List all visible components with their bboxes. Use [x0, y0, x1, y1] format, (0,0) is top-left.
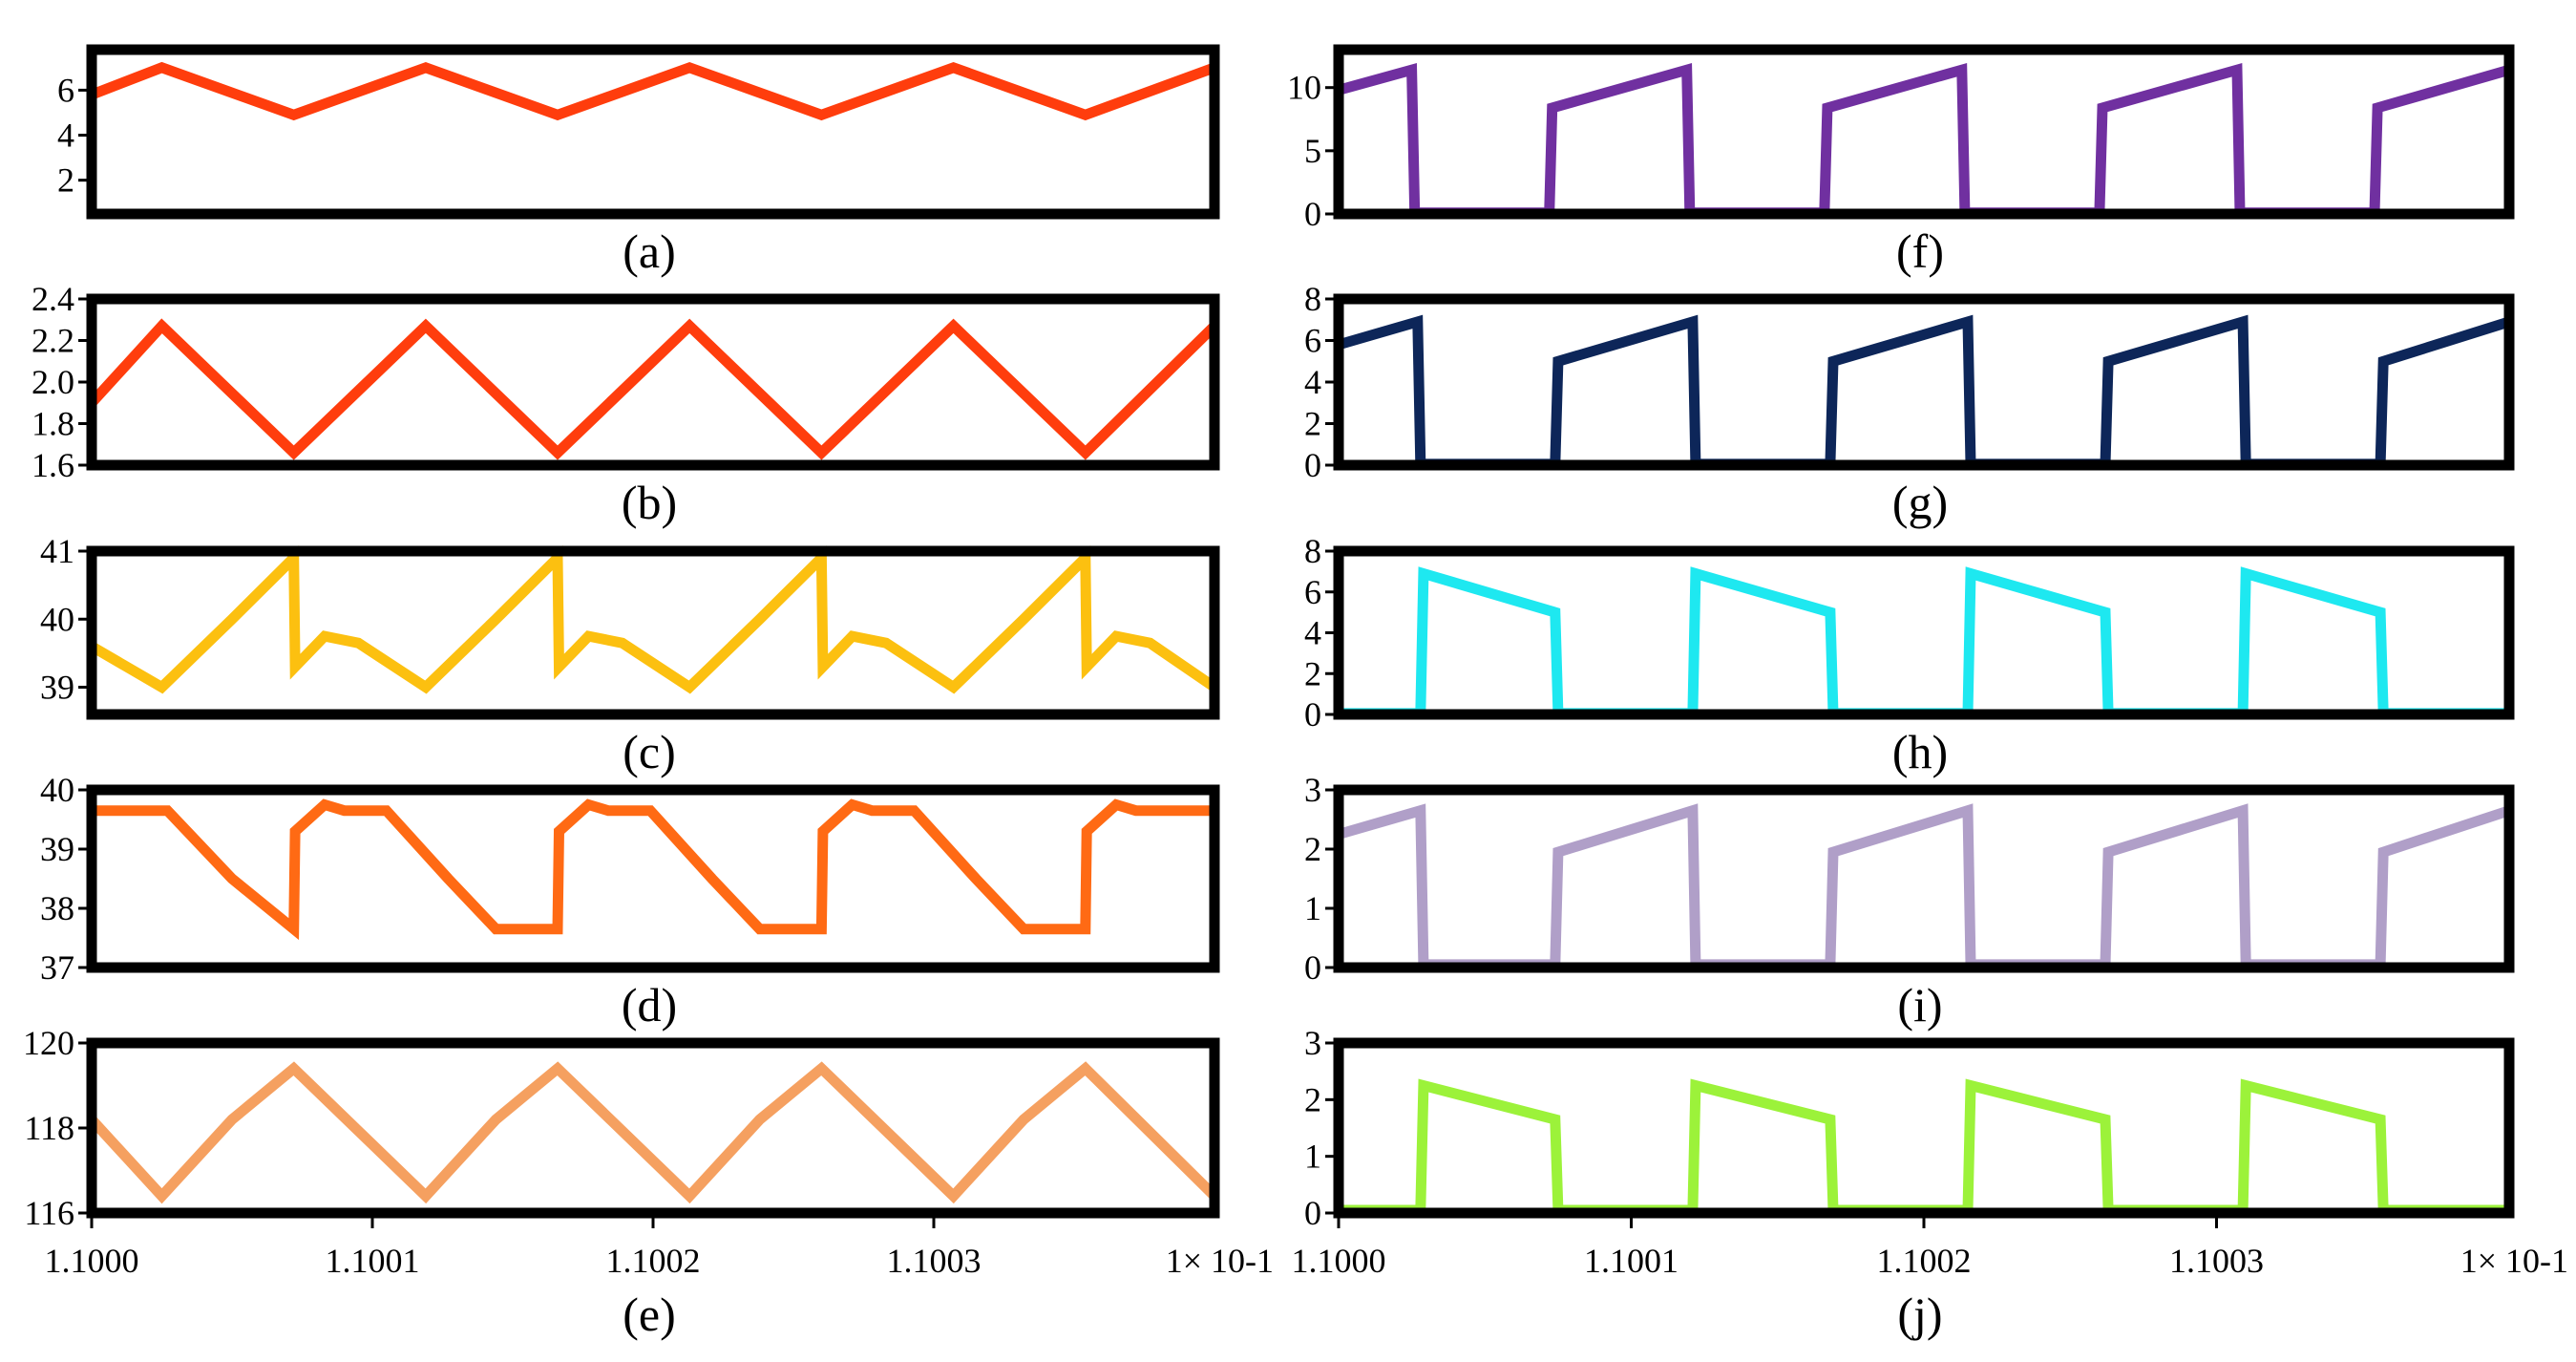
- series-line-b: [87, 318, 1218, 460]
- x-tick-label: 1.1001: [1584, 1242, 1679, 1280]
- y-tick-label: 41: [40, 532, 74, 570]
- series-line-i: [1337, 803, 2511, 970]
- panel-j: 0 1 2 3 1.1000 1.1001 1.1002 1.1003 1× 10-1 (j): [1292, 1024, 2569, 1341]
- panel-caption-a: (a): [623, 224, 676, 278]
- y-tick-label: 1: [1304, 889, 1321, 927]
- y-tick-label: 3: [1304, 771, 1321, 809]
- y-tick-label: 8: [1304, 280, 1321, 318]
- series-line-a: [90, 61, 1216, 121]
- x-tick-label: 1.1000: [1292, 1242, 1386, 1280]
- panel-b: 1.61.8 2.02.2 2.4 (b): [32, 280, 1220, 529]
- y-tick-label: 5: [1304, 132, 1321, 170]
- panel-caption-b: (b): [622, 476, 677, 529]
- panel-caption-j: (j): [1897, 1288, 1942, 1341]
- panel-c: 39 40 41 (c): [40, 532, 1220, 778]
- y-tick-label: 116: [24, 1194, 74, 1232]
- panel-i: 0 1 2 3 (i): [1304, 771, 2515, 1032]
- y-tick-label: 8: [1304, 532, 1321, 570]
- y-tick-label: 39: [40, 830, 74, 868]
- y-tick-label: 40: [40, 600, 74, 638]
- series-line-g: [1337, 314, 2511, 470]
- y-tick-label: 3: [1304, 1024, 1321, 1062]
- plot-frame-d: [86, 784, 1220, 973]
- x-unit-label: 1× 10-1: [2460, 1242, 2568, 1280]
- x-tick-label: 1.1002: [606, 1242, 701, 1280]
- y-tick-label: 0: [1304, 446, 1321, 484]
- series-line-d: [92, 798, 1214, 941]
- y-tick-label: 4: [57, 117, 74, 155]
- panel-caption-e: (e): [623, 1288, 676, 1341]
- series-line-j: [1339, 1078, 2509, 1216]
- y-tick-label: 2.4: [32, 280, 74, 318]
- panel-g: 02 46 8 (g): [1304, 280, 2515, 529]
- x-tick-label: 1.1001: [326, 1242, 420, 1280]
- x-tick-label: 1.1000: [45, 1242, 139, 1280]
- plot-frame-b: [86, 293, 1220, 471]
- x-tick-label: 1.1003: [2169, 1242, 2264, 1280]
- y-tick-label: 0: [1304, 195, 1321, 233]
- panel-caption-f: (f): [1896, 224, 1944, 278]
- panel-caption-h: (h): [1892, 725, 1948, 778]
- y-tick-label: 38: [40, 889, 74, 927]
- plot-frame-j: [1333, 1037, 2515, 1219]
- y-tick-label: 118: [24, 1109, 74, 1147]
- panel-f: 0 5 10 (f): [1287, 44, 2515, 278]
- plot-frame-a: [86, 44, 1220, 220]
- plot-frame-c: [86, 545, 1220, 720]
- y-tick-label: 120: [23, 1024, 74, 1062]
- y-tick-label: 2: [1304, 654, 1321, 692]
- series-line-e: [87, 1061, 1218, 1204]
- y-tick-label: 0: [1304, 948, 1321, 987]
- panel-caption-c: (c): [623, 725, 676, 778]
- y-tick-label: 2.2: [32, 322, 74, 360]
- series-line-h: [1339, 566, 2509, 719]
- panel-caption-g: (g): [1892, 476, 1948, 529]
- series-line-f: [1337, 62, 2511, 219]
- panel-caption-d: (d): [622, 978, 677, 1032]
- y-tick-label: 2.0: [32, 363, 74, 401]
- series-line-c: [89, 545, 1218, 694]
- y-tick-label: 0: [1304, 695, 1321, 734]
- panel-caption-i: (i): [1897, 978, 1942, 1032]
- plot-frame-e: [86, 1037, 1220, 1219]
- panel-a: 2 4 6 (a): [57, 44, 1220, 278]
- y-tick-label: 2: [1304, 830, 1321, 868]
- x-tick-label: 1.1002: [1877, 1242, 1972, 1280]
- y-tick-label: 40: [40, 771, 74, 809]
- y-tick-label: 1: [1304, 1138, 1321, 1176]
- plot-frame-h: [1333, 545, 2515, 720]
- y-tick-label: 37: [40, 948, 74, 987]
- panel-d: 37 38 39 40 (d): [40, 771, 1220, 1032]
- y-tick-label: 6: [1304, 573, 1321, 611]
- y-tick-label: 2: [1304, 1080, 1321, 1118]
- panel-e: 116 118 120 1.1000 1.1001 1.1002 1.1003 1× 10-1…: [23, 1024, 1274, 1341]
- y-tick-label: 2: [1304, 405, 1321, 443]
- y-tick-label: 6: [57, 71, 74, 109]
- y-tick-label: 1.8: [32, 405, 74, 443]
- plot-frame-f: [1333, 44, 2515, 220]
- y-tick-label: 4: [1304, 363, 1321, 401]
- y-tick-label: 1.6: [32, 446, 74, 484]
- y-tick-label: 39: [40, 669, 74, 707]
- x-unit-label: 1× 10-1: [1166, 1242, 1274, 1280]
- y-tick-label: 4: [1304, 614, 1321, 652]
- plot-frame-g: [1333, 293, 2515, 471]
- plot-frame-i: [1333, 784, 2515, 973]
- y-tick-label: 10: [1287, 69, 1321, 107]
- y-tick-label: 0: [1304, 1194, 1321, 1232]
- y-tick-label: 2: [57, 161, 74, 200]
- x-tick-label: 1.1003: [887, 1242, 982, 1280]
- y-tick-label: 6: [1304, 322, 1321, 360]
